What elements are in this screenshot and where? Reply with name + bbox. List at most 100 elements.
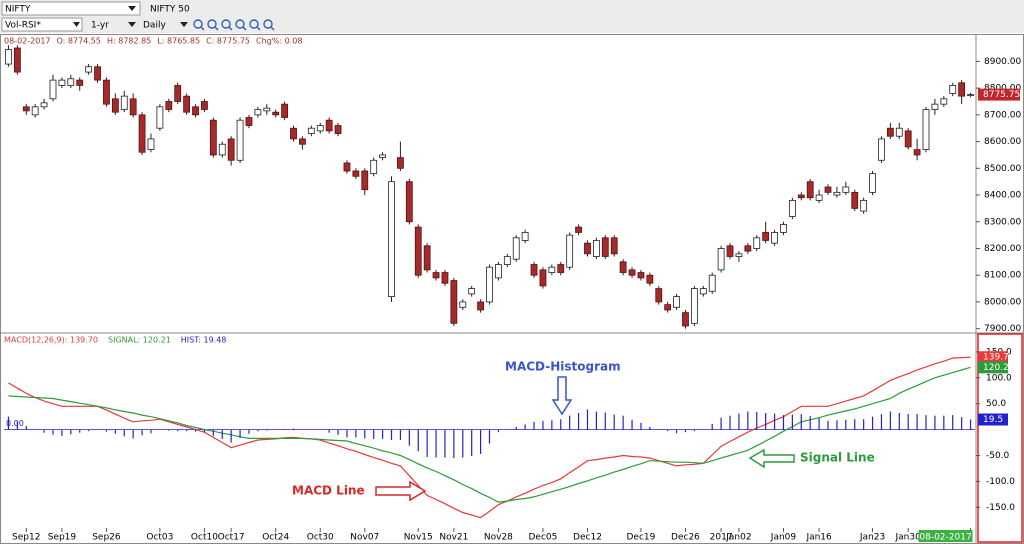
info-item: 08-02-2017	[4, 37, 51, 46]
dropdown-arrow[interactable]	[128, 22, 136, 27]
candle-body	[806, 181, 814, 199]
symbol-box[interactable]	[1, 1, 141, 16]
annotation: Signal Line	[800, 451, 875, 465]
period: 1-yr	[91, 21, 109, 31]
x-tick-label: Oct03	[146, 533, 173, 543]
candle-body	[566, 234, 574, 268]
candle-body	[5, 48, 12, 65]
x-tick-label: Oct30	[307, 533, 334, 543]
zoom-area[interactable]	[249, 19, 261, 31]
annotation-arrow	[551, 376, 573, 416]
candle-body	[352, 170, 360, 177]
y-tick-label: 8600.00	[984, 137, 1021, 147]
candle-body	[432, 272, 440, 279]
zoom-fit[interactable]	[221, 19, 233, 31]
candle-body	[192, 106, 199, 116]
candle-body	[655, 288, 663, 303]
y-tick-label: 50.0	[986, 399, 1006, 409]
candle-body	[174, 85, 182, 102]
candle-body	[682, 312, 689, 327]
x-tick-label: Nov21	[439, 533, 468, 543]
y-tick-label: 7900.00	[984, 324, 1021, 334]
candle-body	[379, 154, 387, 159]
candle-body	[67, 78, 75, 86]
candle-body	[628, 269, 636, 276]
x-tick-label: Dec26	[671, 533, 700, 543]
legend-entry: HIST: 19.48	[181, 336, 227, 345]
info-item: L: 8765.85	[157, 37, 200, 46]
candle-body	[414, 226, 422, 276]
info-line: 08-02-2017 O: 8774.55 H: 8782.85 L: 8765.85…	[4, 37, 302, 46]
last-value-label: 120.2	[983, 363, 1009, 373]
candle-body	[842, 186, 850, 193]
candle-body	[664, 304, 672, 311]
candle-body	[227, 138, 235, 161]
symbol: NIFTY	[5, 5, 31, 15]
last-value-label: 139.7	[983, 353, 1009, 363]
info-item: O: 8774.55	[57, 37, 101, 46]
zoom-pan[interactable]	[263, 19, 275, 31]
x-tick-label: Jan30	[895, 533, 922, 543]
candle-body	[895, 127, 903, 137]
y-tick-label: 8500.00	[984, 164, 1021, 174]
chart-frame	[0, 34, 1024, 544]
candle-body	[58, 79, 66, 86]
candle-body	[22, 106, 30, 112]
x-tick-label: Jan02	[725, 533, 751, 543]
candle-body	[450, 280, 458, 324]
candle-body	[334, 125, 342, 134]
candle-body	[762, 232, 770, 241]
info-item: H: 8782.85	[107, 37, 151, 46]
dropdown-arrow[interactable]	[180, 22, 188, 27]
zoom-in[interactable]	[193, 19, 205, 31]
candle-body	[512, 237, 520, 260]
candle-body	[833, 191, 841, 196]
y-tick-label: 8400.00	[984, 191, 1021, 201]
annotation: MACD-Histogram	[505, 360, 621, 374]
candle-body	[245, 117, 253, 126]
study-box[interactable]	[1, 17, 83, 32]
zoom-out[interactable]	[207, 19, 219, 31]
candle-body	[405, 181, 413, 223]
candle-body	[869, 173, 876, 193]
x-tick-label: Nov07	[350, 533, 379, 543]
dropdown-arrow[interactable]	[73, 22, 80, 27]
x-tick-label: Sep19	[48, 533, 77, 543]
candle-body	[388, 181, 395, 297]
candle-body	[299, 138, 306, 145]
candle-body	[824, 186, 832, 193]
y-tick-label: -50.0	[986, 451, 1010, 461]
candle-body	[940, 98, 948, 105]
candle-body	[584, 242, 591, 255]
axis-selection[interactable]	[977, 333, 1023, 543]
candle-body	[156, 106, 164, 129]
candle-body	[619, 261, 627, 273]
candle-body	[129, 98, 137, 116]
candle-body	[218, 143, 226, 156]
candle-body	[780, 224, 787, 233]
last-value-tag	[978, 351, 1008, 364]
last-value-tag	[978, 361, 1008, 374]
toolbar	[0, 0, 1024, 33]
candle-body	[913, 149, 921, 156]
candle-body	[503, 256, 511, 265]
candle-body	[931, 103, 939, 110]
candle-body	[272, 111, 280, 116]
candle-body	[949, 85, 957, 94]
candle-body	[690, 288, 698, 324]
candle-body	[254, 109, 262, 116]
candle-body	[423, 245, 431, 271]
zoom-reset[interactable]	[235, 19, 247, 31]
candle-body	[201, 101, 208, 110]
candle-body	[735, 253, 743, 257]
x-tick-label: Oct24	[262, 533, 289, 543]
legend-entry: SIGNAL: 120.21	[108, 336, 171, 345]
candle-body	[797, 194, 805, 199]
candle-body	[744, 245, 752, 252]
candle-body	[147, 138, 155, 150]
candle-body	[815, 194, 823, 201]
candle-body	[290, 127, 297, 140]
dropdown-arrow[interactable]	[128, 6, 136, 11]
candle-body	[85, 66, 93, 73]
